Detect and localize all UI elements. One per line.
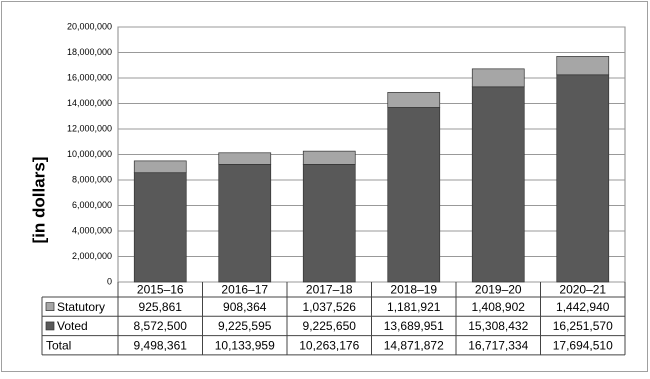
y-tick-label: 12,000,000 <box>67 123 112 133</box>
x-tick-label: 2016–17 <box>221 283 268 297</box>
bar-segment <box>471 68 525 88</box>
table-value: 10,133,959 <box>215 338 275 352</box>
bar-segment <box>387 107 441 283</box>
y-tick-label: 20,000,000 <box>67 21 112 31</box>
table-value: 8,572,500 <box>134 319 188 333</box>
table-value: 15,308,432 <box>468 319 528 333</box>
bar-segment <box>302 150 356 165</box>
table-value: 10,263,176 <box>299 338 359 352</box>
y-tick-label: 6,000,000 <box>72 200 112 210</box>
table-value: 9,225,595 <box>218 319 272 333</box>
bar-segment <box>556 56 610 76</box>
y-tick-label: 8,000,000 <box>72 174 112 184</box>
y-tick-label: 14,000,000 <box>67 98 112 108</box>
bar-segment <box>556 74 610 283</box>
table-value: 16,251,570 <box>553 319 613 333</box>
y-tick-label: 16,000,000 <box>67 72 112 82</box>
legend-label: Total <box>46 338 71 352</box>
bar-segment <box>471 86 525 283</box>
x-tick-label: 2015–16 <box>137 283 184 297</box>
table-value: 17,694,510 <box>553 338 613 352</box>
legend-label: Statutory <box>57 300 105 314</box>
table-value: 9,498,361 <box>134 338 188 352</box>
bar-segment <box>133 160 187 174</box>
table-value: 16,717,334 <box>468 338 528 352</box>
table-value: 908,364 <box>223 300 267 314</box>
bar-segment <box>133 172 187 283</box>
y-axis-label: [in dollars] <box>29 157 48 244</box>
table-value: 925,861 <box>139 300 183 314</box>
y-tick-label: 18,000,000 <box>67 47 112 57</box>
table-value: 1,037,526 <box>303 300 357 314</box>
y-tick-label: 0 <box>107 276 112 286</box>
table-value: 13,689,951 <box>384 319 444 333</box>
x-tick-label: 2020–21 <box>559 283 606 297</box>
bar-segment <box>218 164 272 283</box>
x-tick-label: 2018–19 <box>390 283 437 297</box>
bar-segment <box>387 92 441 108</box>
y-tick-label: 10,000,000 <box>67 149 112 159</box>
y-tick-label: 2,000,000 <box>72 251 112 261</box>
x-tick-label: 2019–20 <box>475 283 522 297</box>
table-value: 14,871,872 <box>384 338 444 352</box>
y-tick-label: 4,000,000 <box>72 225 112 235</box>
table-value: 9,225,650 <box>303 319 357 333</box>
table-value: 1,408,902 <box>472 300 526 314</box>
table-value: 1,181,921 <box>387 300 441 314</box>
table-value: 1,442,940 <box>556 300 610 314</box>
legend-swatch <box>45 321 55 331</box>
legend-label: Voted <box>57 319 88 333</box>
x-tick-label: 2017–18 <box>306 283 353 297</box>
bar-segment <box>302 164 356 283</box>
legend-swatch <box>45 302 55 311</box>
bar-segment <box>218 152 272 165</box>
